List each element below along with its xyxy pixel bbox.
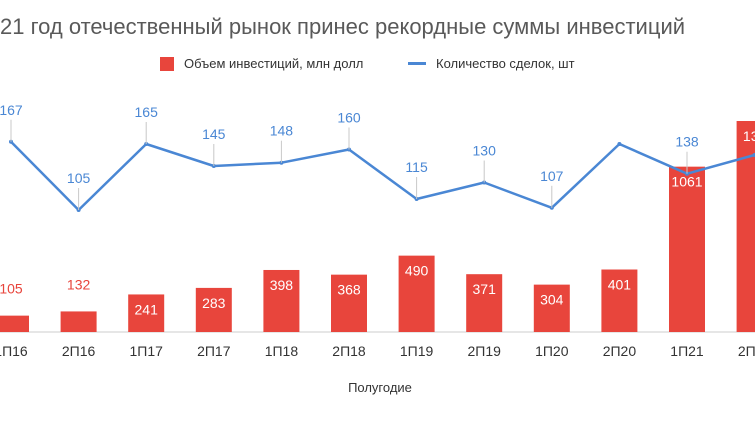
x-tick-1П16: 1П16 bbox=[0, 343, 28, 359]
legend-item-investment: Объем инвестиций, млн долл bbox=[160, 56, 363, 71]
line-label-2П17: 145 bbox=[202, 126, 226, 142]
legend-swatch-bar bbox=[160, 56, 174, 71]
bar-2П17 bbox=[195, 287, 232, 332]
x-tick-2П19: 2П19 bbox=[467, 343, 501, 359]
x-axis-title: Полугодие bbox=[348, 380, 412, 395]
chart-title: 21 год отечественный рынок принес рекорд… bbox=[0, 14, 686, 39]
bar-label-1П18: 398 bbox=[270, 277, 294, 293]
line-label-2П18: 160 bbox=[337, 110, 361, 126]
bar-1П21 bbox=[669, 166, 705, 332]
x-tick-1П19: 1П19 bbox=[400, 343, 434, 359]
bar-label-2П21: 135 bbox=[743, 128, 755, 144]
line-label-1П18: 148 bbox=[270, 123, 294, 139]
bar-label-1П20: 304 bbox=[540, 292, 564, 308]
line-label-2П16: 105 bbox=[67, 170, 91, 186]
bar-label-1П21: 1061 bbox=[671, 174, 702, 190]
bar-2П21 bbox=[736, 121, 755, 332]
bar-2П20 bbox=[601, 269, 638, 332]
x-tick-1П21: 1П21 bbox=[670, 343, 704, 359]
x-tick-2П18: 2П18 bbox=[332, 343, 366, 359]
bar-1П16 bbox=[0, 315, 29, 332]
x-tick-2П20: 2П20 bbox=[603, 343, 637, 359]
line-label-1П20: 107 bbox=[540, 168, 564, 184]
bar-label-2П17: 283 bbox=[202, 295, 226, 311]
legend-label-deals: Количество сделок, шт bbox=[436, 56, 575, 71]
bar-2П18 bbox=[331, 274, 367, 332]
bar-label-2П19: 371 bbox=[473, 281, 497, 297]
bar-label-1П17: 241 bbox=[135, 301, 159, 317]
legend-item-deals: Количество сделок, шт bbox=[408, 56, 575, 71]
bar-label-2П20: 401 bbox=[608, 277, 632, 293]
x-tick-2П17: 2П17 bbox=[197, 343, 231, 359]
x-tick-1П20: 1П20 bbox=[535, 343, 569, 359]
x-tick-1П17: 1П17 bbox=[129, 343, 163, 359]
bar-1П20 bbox=[533, 284, 570, 332]
bar-2П16 bbox=[60, 311, 97, 332]
line-label-1П21: 138 bbox=[675, 134, 699, 150]
line-point-2П20 bbox=[617, 142, 622, 146]
bar-label-2П16: 132 bbox=[67, 276, 91, 292]
line-label-1П17: 165 bbox=[135, 104, 159, 120]
bar-1П18 bbox=[263, 269, 300, 332]
legend: Объем инвестиций, млн долл Количество сд… bbox=[0, 56, 755, 78]
line-label-1П16: 167 bbox=[0, 102, 23, 118]
x-tick-1П18: 1П18 bbox=[265, 343, 299, 359]
line-label-1П19: 115 bbox=[405, 159, 428, 175]
series-line-deals bbox=[10, 140, 755, 212]
bar-label-2П18: 368 bbox=[337, 282, 361, 298]
line-point-2П21 bbox=[752, 153, 755, 157]
legend-label-investment: Объем инвестиций, млн долл bbox=[184, 56, 364, 71]
legend-swatch-line bbox=[408, 62, 426, 65]
line-label-2П19: 130 bbox=[473, 143, 497, 159]
bar-2П19 bbox=[466, 274, 503, 332]
bar-label-1П19: 490 bbox=[405, 263, 429, 279]
x-tick-2П16: 2П16 bbox=[62, 343, 96, 359]
bar-1П17 bbox=[128, 294, 165, 332]
bar-label-1П16: 105 bbox=[0, 281, 23, 297]
bar-1П19 bbox=[398, 255, 435, 332]
x-tick-2П21: 2П21 bbox=[738, 343, 755, 359]
